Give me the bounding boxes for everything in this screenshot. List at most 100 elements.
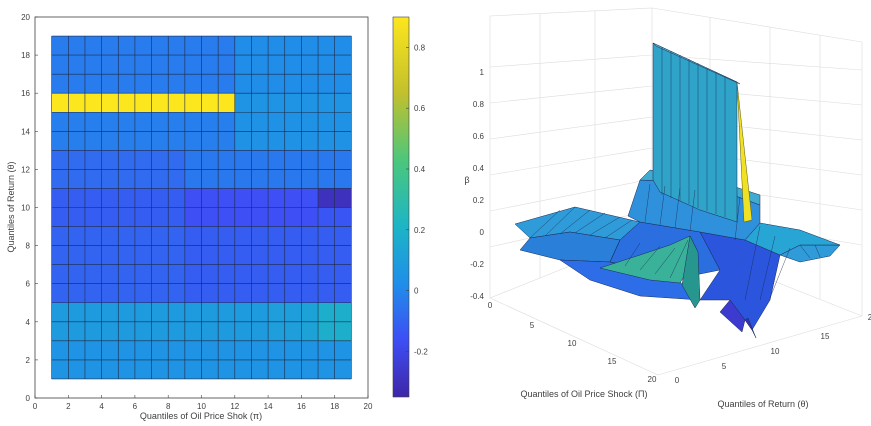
heatmap-cell	[234, 36, 252, 56]
heatmap-cell	[284, 93, 302, 113]
heatmap-cell	[118, 36, 135, 56]
heatmap-cell	[68, 207, 85, 227]
heatmap-cell	[201, 188, 219, 208]
heatmap-cell	[168, 207, 185, 227]
heatmap-cell	[251, 188, 269, 208]
heatmap-cell	[334, 93, 352, 113]
heatmap-cell	[84, 93, 102, 113]
colorbar-ticks: 0.8 0.6 0.4 0.2 0 -0.2	[406, 43, 428, 356]
colorbar-tick-label: 0.6	[414, 104, 426, 113]
colorbar: 0.8 0.6 0.4 0.2 0 -0.2	[392, 16, 428, 398]
heatmap-cell	[101, 207, 119, 227]
heatmap-x-tick-label: 6	[133, 402, 138, 411]
heatmap-cell	[268, 93, 285, 113]
heatmap-cell	[151, 207, 169, 227]
heatmap-cell	[251, 207, 269, 227]
heatmap-cell	[118, 207, 135, 227]
heatmap-cell	[51, 188, 69, 208]
surface-z-tick-label: -0.2	[470, 260, 484, 269]
heatmap-cell	[118, 188, 135, 208]
heatmap-x-axis-label: Quantiles of Oil Price Shok (π)	[140, 411, 262, 421]
heatmap-cell	[68, 188, 85, 208]
heatmap-y-tick-label: 10	[21, 204, 30, 213]
heatmap-x-tick-label: 18	[330, 402, 339, 411]
surface-y-tick-label: 15	[821, 332, 830, 341]
colorbar-tick-label: 0.8	[414, 43, 426, 52]
heatmap-x-tick-label: 12	[230, 402, 239, 411]
heatmap-x-tick-label: 2	[66, 402, 71, 411]
heatmap-x-tick-label: 10	[197, 402, 206, 411]
surface-mesh-lines	[529, 47, 821, 301]
heatmap-cell	[68, 93, 85, 113]
heatmap-y-tick-label: 8	[26, 242, 31, 251]
heatmap-cell	[284, 207, 302, 227]
surface-z-ticks: 1 0.8 0.6 0.4 0.2 0 -0.2 -0.4	[470, 68, 484, 301]
heatmap-cell	[318, 188, 335, 208]
heatmap-cell	[234, 93, 252, 113]
heatmap-cell	[151, 188, 169, 208]
heatmap-cell	[101, 36, 119, 56]
heatmap-cell	[184, 36, 202, 56]
heatmap-cell	[251, 93, 269, 113]
heatmap-cell	[84, 207, 102, 227]
heatmap-cell	[234, 207, 252, 227]
heatmap-cell	[184, 207, 202, 227]
heatmap-cell	[268, 188, 285, 208]
heatmap-x-tick-label: 16	[297, 402, 306, 411]
surface-y-tick-label: 0	[675, 376, 680, 385]
heatmap-cell	[301, 93, 319, 113]
heatmap-cell	[234, 188, 252, 208]
surface-x-tick-label: 5	[530, 321, 535, 330]
heatmap-cell	[134, 36, 152, 56]
colorbar-gradient	[392, 16, 410, 398]
heatmap-cell	[84, 36, 102, 56]
heatmap-cell	[184, 93, 202, 113]
heatmap-x-tick-label: 20	[364, 402, 373, 411]
heatmap-cell	[151, 93, 169, 113]
surface-x-tick-label: 10	[568, 339, 577, 348]
heatmap-cell	[301, 36, 319, 56]
heatmap-x-tick-label: 14	[264, 402, 273, 411]
heatmap-y-tick-label: 12	[21, 165, 30, 174]
heatmap-cell	[51, 36, 69, 56]
heatmap-cell	[251, 36, 269, 56]
surface-z-tick-label: 0.8	[473, 100, 485, 109]
surface-y-tick-label: 10	[771, 347, 780, 356]
heatmap-y-tick-label: 2	[26, 356, 31, 365]
surface-mesh	[514, 42, 841, 339]
heatmap-chart: 0 2 4 6 8 10 12 14 16 18 20 0 2 4 6 8 10 12 14 16 18 20 Quan…	[6, 13, 373, 421]
surface-z-tick-label: 0.2	[473, 196, 485, 205]
heatmap-cell	[284, 36, 302, 56]
surface-z-tick-label: -0.4	[470, 292, 484, 301]
heatmap-cell	[101, 188, 119, 208]
heatmap-cell	[168, 36, 185, 56]
heatmap-cell	[118, 93, 135, 113]
heatmap-cell	[201, 93, 219, 113]
heatmap-cell	[134, 93, 152, 113]
surface-x-axis-label: Quantiles of Oil Price Shock (Π)	[520, 389, 647, 399]
surface-z-tick-label: 0.6	[473, 132, 485, 141]
colorbar-tick-label: -0.2	[414, 347, 428, 356]
surface-y-tick-label: 5	[722, 362, 727, 371]
heatmap-y-tick-label: 14	[21, 127, 30, 136]
heatmap-y-ticks: 0 2 4 6 8 10 12 14 16 18 20	[21, 13, 38, 403]
heatmap-cell	[201, 36, 219, 56]
heatmap-cell	[51, 93, 69, 113]
colorbar-tick-label: 0.2	[414, 226, 426, 235]
heatmap-cell	[318, 36, 335, 56]
heatmap-cell	[218, 188, 235, 208]
heatmap-cell	[134, 207, 152, 227]
heatmap-y-tick-label: 6	[26, 280, 31, 289]
colorbar-tick-label: 0.4	[414, 165, 426, 174]
heatmap-x-tick-label: 4	[99, 402, 104, 411]
heatmap-x-tick-label: 8	[166, 402, 171, 411]
heatmap-x-ticks: 0 2 4 6 8 10 12 14 16 18 20	[33, 395, 373, 411]
surface-z-tick-label: 0.4	[473, 164, 485, 173]
heatmap-cell	[51, 207, 69, 227]
surface-z-tick-label: 0	[480, 228, 485, 237]
heatmap-cell	[218, 93, 235, 113]
surface-z-tick-label: 1	[480, 68, 485, 77]
colorbar-tick-label: 0	[414, 287, 419, 296]
surface-z-axis-label: β	[464, 175, 469, 185]
